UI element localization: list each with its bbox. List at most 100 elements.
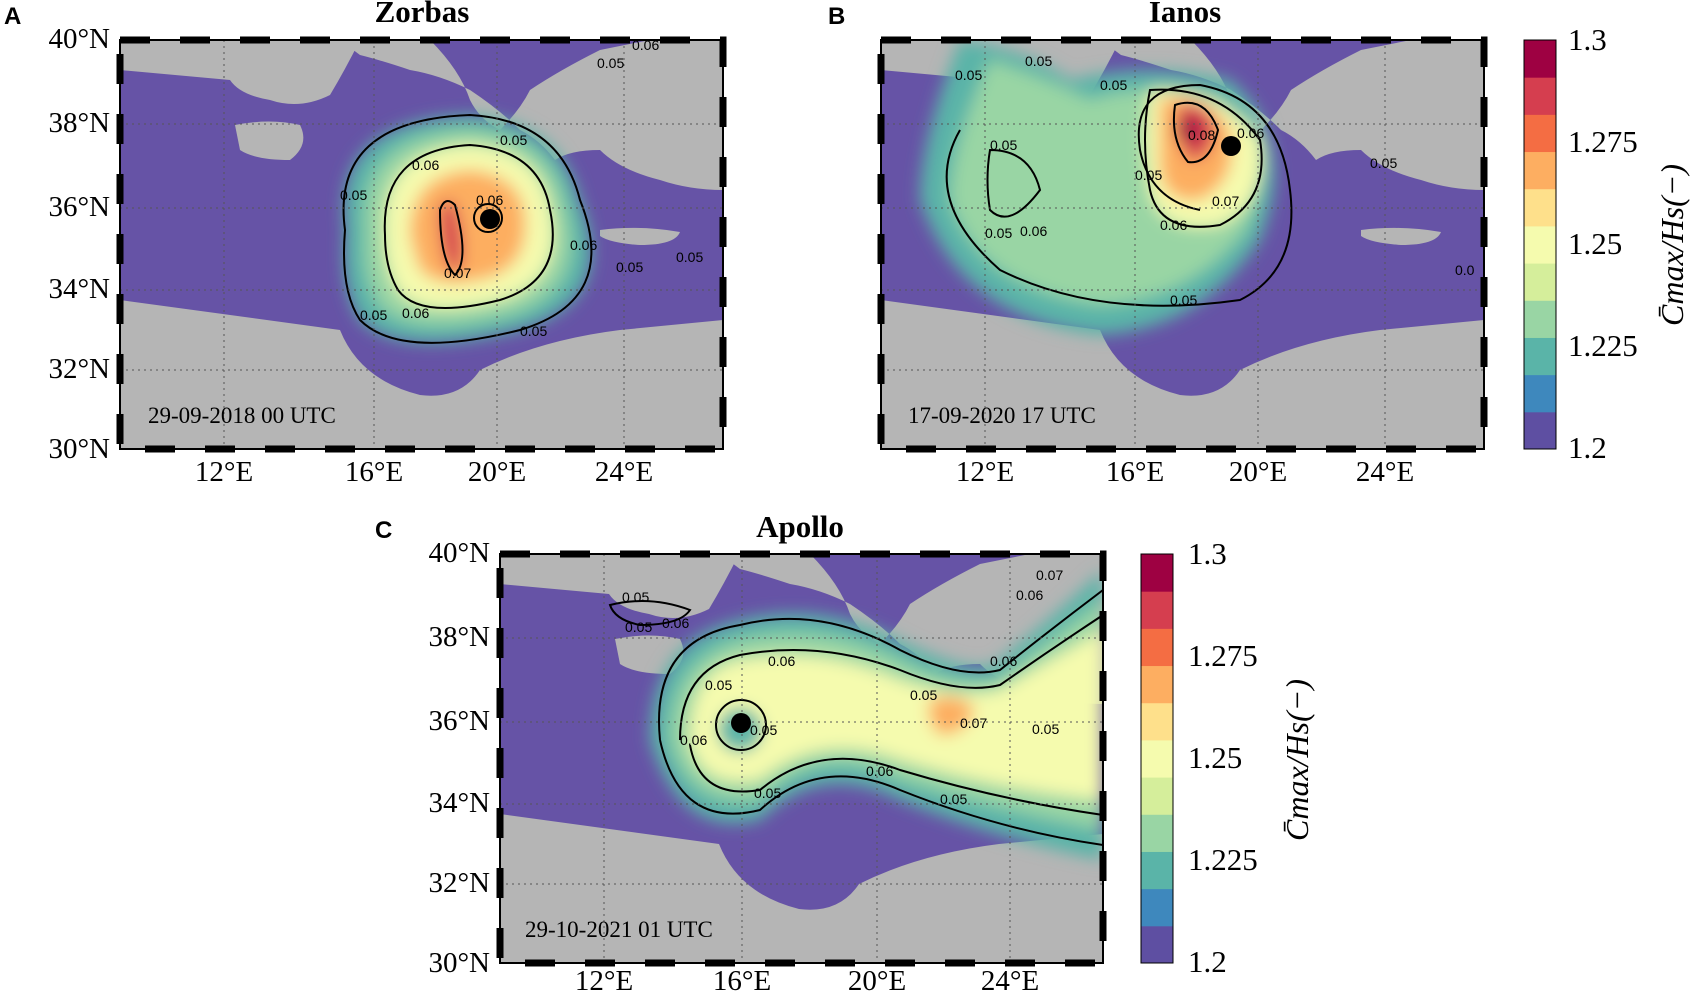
colorbar-tick-label: 1.225: [1188, 842, 1258, 877]
lat-tick-label: 40°N: [48, 23, 110, 55]
colorbar-swatch: [1524, 151, 1556, 190]
panel-a: A Zorbas: [4, 0, 727, 488]
contour-labels-a: 0.05 0.06 0.06 0.05 0.05 0.06 0.05 0.07 …: [340, 37, 703, 339]
lon-tick-label: 16°E: [713, 965, 771, 993]
colorbar-tick-label: 1.3: [1568, 22, 1607, 57]
contour-label: 0.07: [960, 715, 987, 731]
colorbar-swatch: [1524, 40, 1556, 78]
contour-label: 0.05: [622, 589, 649, 605]
lat-tick-label: 34°N: [48, 273, 110, 305]
frame-ticks-c: [496, 550, 1107, 967]
colorbar-swatch: [1141, 591, 1173, 629]
lat-tick-label: 38°N: [428, 621, 490, 653]
panel-c: C Apollo: [375, 509, 1107, 993]
contour-label: 0.05: [750, 722, 777, 738]
contour-label: 0.05: [500, 132, 527, 148]
colorbar-swatch: [1141, 554, 1173, 592]
colorbar-tick-label: 1.2: [1188, 944, 1227, 979]
panel-letter-b: B: [828, 3, 845, 30]
map-b: [881, 40, 1484, 449]
land-crete-a: [600, 227, 680, 245]
contour-label: 0.05: [910, 687, 937, 703]
lat-tick-label: 32°N: [48, 353, 110, 385]
panel-letter-c: C: [375, 517, 392, 544]
panel-b: B Ianos: [828, 0, 1488, 488]
map-c: [500, 554, 1103, 963]
land-sicily-a: [235, 121, 304, 160]
colorbar-swatch: [1524, 77, 1556, 115]
lon-tick-label: 16°E: [345, 456, 403, 488]
land-north-a: [120, 40, 360, 104]
colorbar-swatch: [1524, 300, 1556, 338]
contour-label: 0.08: [1188, 127, 1215, 143]
panel-title-c: Apollo: [756, 509, 844, 544]
lat-tick-label: 36°N: [48, 191, 110, 223]
colorbar-tick-label: 1.225: [1568, 328, 1638, 363]
land-africa-a: [120, 300, 723, 449]
colorbar-swatch: [1141, 628, 1173, 667]
lat-labels-a: 40°N 38°N 36°N 34°N 32°N 30°N: [48, 23, 110, 465]
lon-tick-label: 12°E: [195, 456, 253, 488]
contour-label: 0.05: [625, 619, 652, 635]
colorbar-tick-label: 1.275: [1568, 124, 1638, 159]
colorbar-label-bottom: C̄max/Hs(−): [1279, 679, 1315, 841]
colorbar-swatch: [1141, 665, 1173, 704]
contour-label: 0.06: [768, 653, 795, 669]
contour-label: 0.06: [680, 732, 707, 748]
frame-ticks-b: [877, 36, 1488, 453]
land-north-c: [500, 554, 739, 618]
land-africa-c: [500, 814, 1103, 963]
contour-label: 0.06: [1237, 125, 1264, 141]
timestamp-b: 17-09-2020 17 UTC: [908, 403, 1096, 428]
lon-tick-label: 24°E: [595, 456, 653, 488]
land-italy-greece-b: [1101, 40, 1484, 190]
contour-label: 0.06: [1160, 217, 1187, 233]
colorbar-tick-label: 1.25: [1568, 226, 1622, 261]
colorbar-swatch: [1524, 374, 1556, 413]
contour-label: 0.05: [1135, 167, 1162, 183]
contour-label: 0.06: [402, 305, 429, 321]
contour-label: 0.06: [570, 237, 597, 253]
lon-tick-label: 12°E: [575, 965, 633, 993]
contour-label: 0.06: [476, 192, 503, 208]
contour-label: 0.05: [597, 55, 624, 71]
map-a: [120, 40, 723, 449]
contour-label: 0.05: [754, 785, 781, 801]
contour-labels-c: 0.05 0.05 0.06 0.06 0.05 0.05 0.06 0.05 …: [622, 567, 1063, 807]
colorbar-swatch: [1524, 114, 1556, 153]
colorbar-swatch: [1141, 702, 1173, 741]
land-sicily-c: [615, 635, 684, 674]
contour-label: 0.05: [1370, 155, 1397, 171]
timestamp-a: 29-09-2018 00 UTC: [148, 403, 336, 428]
lon-tick-label: 20°E: [848, 965, 906, 993]
panel-title-b: Ianos: [1149, 0, 1221, 29]
lon-labels-b: 12°E 16°E 20°E 24°E: [956, 456, 1414, 488]
contour-label: 0.05: [955, 67, 982, 83]
colorbar-swatch: [1141, 925, 1173, 964]
contour-label: 0.06: [990, 653, 1017, 669]
contour-label: 0.06: [866, 763, 893, 779]
colorbar-swatch: [1141, 851, 1173, 890]
contour-label: 0.05: [676, 249, 703, 265]
colorbar-swatch: [1141, 814, 1173, 852]
colorbar-swatch: [1141, 739, 1173, 778]
contour-label: 0.06: [632, 37, 659, 53]
lon-tick-label: 20°E: [1229, 456, 1287, 488]
colorbar-bottom: 1.3 1.275 1.25 1.225 1.2 C̄max/Hs(−): [1140, 536, 1315, 979]
lon-labels-c: 12°E 16°E 20°E 24°E: [575, 965, 1039, 993]
colorbar-swatch: [1141, 888, 1173, 927]
colorbar-swatch: [1524, 411, 1556, 450]
lat-tick-label: 36°N: [428, 705, 490, 737]
contour-label: 0.06: [412, 157, 439, 173]
storm-center-b: [1221, 136, 1241, 156]
land-africa-b: [881, 300, 1484, 449]
timestamp-c: 29-10-2021 01 UTC: [525, 917, 713, 942]
storm-center-a: [480, 209, 500, 229]
field-b: [920, 40, 1275, 335]
contour-label: 0.05: [520, 323, 547, 339]
contour-label: 0.05: [940, 791, 967, 807]
contour-label: 0.05: [616, 259, 643, 275]
contour-label: 0.07: [1212, 193, 1239, 209]
storm-center-c: [731, 713, 751, 733]
